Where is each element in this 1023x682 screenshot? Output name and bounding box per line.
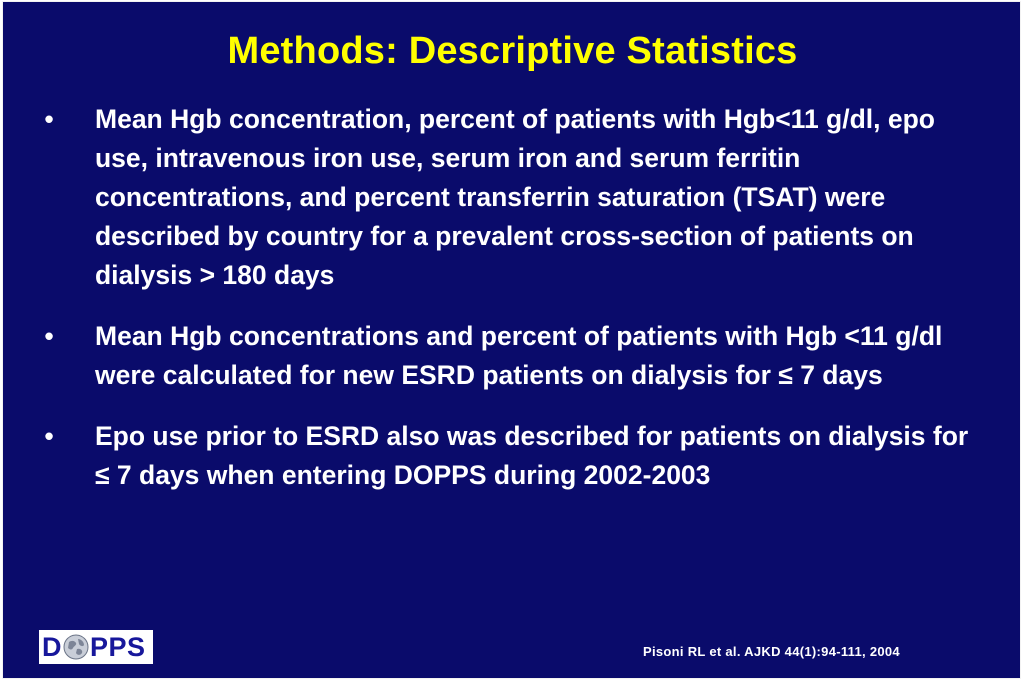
citation-text: Pisoni RL et al. AJKD 44(1):94-111, 2004 xyxy=(643,644,900,659)
bullet-item: • Mean Hgb concentrations and percent of… xyxy=(33,317,983,395)
bullet-item: • Epo use prior to ESRD also was describ… xyxy=(33,417,983,495)
dopps-logo: D PPS xyxy=(39,630,153,664)
slide-title: Methods: Descriptive Statistics xyxy=(227,30,798,72)
bullet-text: Epo use prior to ESRD also was described… xyxy=(95,421,969,490)
bullet-marker: • xyxy=(44,104,54,134)
logo-text-right: PPS xyxy=(90,632,146,662)
logo-text-left: D xyxy=(42,632,62,662)
bullet-marker: • xyxy=(44,421,54,451)
bullet-item: • Mean Hgb concentration, percent of pat… xyxy=(33,100,983,295)
globe-icon xyxy=(63,634,89,660)
bullet-text: Mean Hgb concentration, percent of patie… xyxy=(95,104,935,290)
bullet-list: • Mean Hgb concentration, percent of pat… xyxy=(33,100,983,495)
bullet-text: Mean Hgb concentrations and percent of p… xyxy=(95,321,943,390)
bullet-marker: • xyxy=(44,321,54,351)
